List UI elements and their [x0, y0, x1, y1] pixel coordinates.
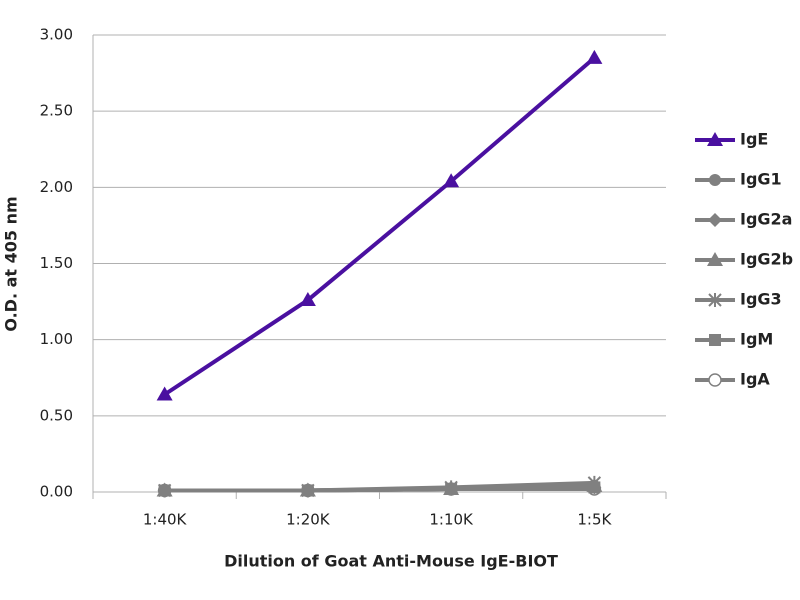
x-axis-title: Dilution of Goat Anti-Mouse IgE-BIOT: [224, 552, 558, 571]
y-tick-label: 1.50: [40, 254, 73, 272]
marker: [299, 292, 316, 307]
y-tick-label: 0.00: [40, 483, 73, 501]
marker: [586, 49, 603, 64]
x-tick-label: 1:5K: [577, 511, 612, 529]
legend-label: IgM: [740, 330, 773, 349]
marker: [156, 386, 173, 401]
line: [163, 56, 596, 397]
legend-label: IgG2a: [740, 210, 792, 229]
marker: [443, 173, 460, 188]
y-tick-label: 2.50: [40, 102, 73, 120]
legend-label: IgG2b: [740, 250, 793, 269]
y-tick-label: 3.00: [40, 26, 73, 44]
marker: [708, 373, 722, 387]
x-tick-label: 1:20K: [286, 511, 331, 529]
y-tick-label: 2.00: [40, 178, 73, 196]
line: [164, 483, 595, 493]
legend-label: IgE: [740, 130, 768, 149]
x-tick-label: 1:10K: [429, 511, 474, 529]
marker: [158, 484, 171, 497]
marker: [445, 482, 458, 495]
x-tick-label: 1:40K: [143, 511, 188, 529]
legend-label: IgA: [740, 370, 770, 389]
marker: [709, 174, 721, 186]
y-axis-title: O.D. at 405 nm: [2, 196, 21, 331]
marker: [707, 132, 723, 146]
y-tick-label: 1.00: [40, 330, 73, 348]
marker: [301, 484, 314, 497]
marker: [708, 213, 722, 227]
marker: [707, 252, 723, 266]
marker: [708, 293, 722, 307]
marker: [709, 334, 721, 346]
legend-label: IgG1: [740, 170, 782, 189]
marker: [588, 479, 601, 492]
legend-label: IgG3: [740, 290, 782, 309]
y-tick-label: 0.50: [40, 406, 73, 424]
